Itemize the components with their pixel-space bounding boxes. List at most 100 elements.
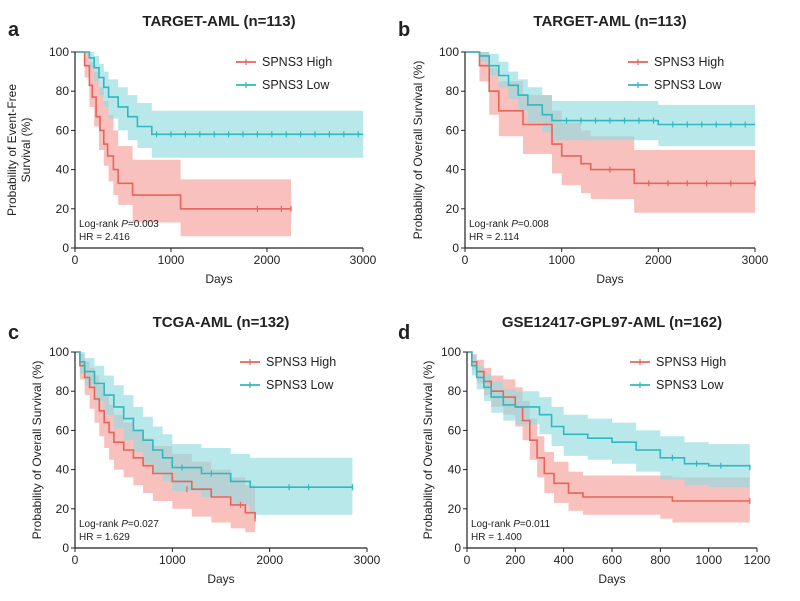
x-tick-label: 1000 — [548, 253, 575, 267]
panel-label: c — [8, 322, 19, 344]
survival-curve-low — [467, 351, 751, 468]
survival-curve-low — [75, 351, 353, 488]
chart-title: GSE12417-GPL97-AML (n=162) — [502, 314, 722, 331]
x-tick-label: 0 — [464, 553, 471, 567]
hazard-ratio: HR = 2.416 — [79, 232, 130, 243]
x-tick-label: 3000 — [354, 553, 381, 567]
x-tick-label: 2000 — [256, 553, 283, 567]
y-tick-label: 100 — [49, 345, 69, 359]
panel-label: d — [398, 322, 410, 344]
confidence-band-low — [75, 352, 353, 515]
y-tick-label: 60 — [56, 123, 70, 137]
y-axis-label: Probability of Overall Survival (%) — [411, 61, 425, 240]
legend-label: SPNS3 Low — [266, 378, 334, 392]
y-tick-label: 100 — [439, 45, 459, 59]
p-value: =0.011 — [520, 519, 551, 530]
y-tick-label: 60 — [448, 423, 462, 437]
x-tick-label: 0 — [72, 253, 79, 267]
x-tick-label: 1000 — [695, 553, 722, 567]
p-symbol: P — [121, 219, 128, 230]
y-tick-label: 40 — [56, 463, 70, 477]
y-tick-label: 20 — [56, 502, 70, 516]
x-tick-label: 200 — [505, 553, 525, 567]
survival-curve-high — [467, 351, 750, 502]
y-tick-label: 100 — [441, 345, 461, 359]
y-tick-label: 60 — [56, 423, 70, 437]
x-axis-label: Days — [207, 572, 234, 586]
legend-entry-high: SPNS3 High — [630, 355, 726, 369]
y-axis-label: Probability of Overall Survival (%) — [30, 361, 44, 540]
y-tick-label: 80 — [56, 384, 70, 398]
y-axis-label: Probability of Overall Survival (%) — [421, 361, 435, 540]
x-axis-label: Days — [598, 572, 625, 586]
y-tick-label: 20 — [56, 202, 70, 216]
y-tick-label: 40 — [448, 463, 462, 477]
x-tick-label: 600 — [602, 553, 622, 567]
x-tick-label: 1200 — [744, 553, 771, 567]
x-tick-label: 800 — [650, 553, 670, 567]
y-tick-label: 0 — [62, 241, 69, 255]
chart-panel-a: a TARGET-AML (n=113) 0 1000 2000 3000 0 20 40 60 8… — [5, 13, 377, 286]
p-symbol: P — [121, 519, 128, 530]
logrank-annotation: Log-rank P=0.027 — [79, 519, 159, 530]
chart-title: TCGA-AML (n=132) — [153, 314, 290, 331]
legend-label: SPNS3 Low — [656, 378, 724, 392]
hazard-ratio: HR = 1.400 — [471, 532, 522, 543]
chart-panel-c: c TCGA-AML (n=132) 0 1000 2000 3000 0 20 40 60 80 1… — [8, 314, 381, 586]
panel-label: b — [398, 19, 410, 41]
y-tick-label: 60 — [446, 123, 460, 137]
p-symbol: P — [511, 219, 518, 230]
p-value: =0.003 — [128, 219, 159, 230]
x-axis-label: Days — [596, 272, 623, 286]
hazard-ratio: HR = 1.629 — [79, 532, 130, 543]
y-axis-label: Probability of Event-Free — [5, 84, 19, 216]
survival-curve-low — [75, 51, 363, 136]
y-tick-label: 20 — [448, 502, 462, 516]
survival-curve-high — [465, 51, 755, 185]
legend-entry-high: SPNS3 High — [236, 55, 332, 69]
x-tick-label: 3000 — [350, 253, 377, 267]
logrank-prefix: Log-rank — [471, 519, 513, 530]
y-tick-label: 40 — [56, 163, 70, 177]
x-tick-label: 2000 — [645, 253, 672, 267]
y-tick-label: 80 — [56, 84, 70, 98]
y-tick-label: 20 — [446, 202, 460, 216]
x-tick-label: 0 — [462, 253, 469, 267]
confidence-band-high — [467, 352, 750, 523]
legend-entry-high: SPNS3 High — [240, 355, 336, 369]
x-axis-label: Days — [205, 272, 232, 286]
x-tick-label: 1000 — [158, 253, 185, 267]
y-tick-label: 80 — [446, 84, 460, 98]
x-tick-label: 2000 — [254, 253, 281, 267]
legend-label: SPNS3 Low — [262, 78, 330, 92]
survival-curve-high — [75, 51, 291, 210]
y-tick-label: 0 — [62, 541, 69, 555]
p-value: =0.008 — [518, 219, 549, 230]
confidence-band-high — [75, 52, 291, 237]
logrank-annotation: Log-rank P=0.008 — [469, 219, 549, 230]
p-symbol: P — [513, 519, 520, 530]
legend-entry-low: SPNS3 Low — [630, 378, 724, 392]
hazard-ratio: HR = 2.114 — [469, 232, 520, 243]
legend-label: SPNS3 Low — [654, 78, 722, 92]
logrank-annotation: Log-rank P=0.011 — [471, 519, 550, 530]
survival-curve-low — [465, 51, 755, 126]
legend-entry-low: SPNS3 Low — [628, 78, 722, 92]
confidence-band-low — [467, 352, 750, 490]
y-tick-label: 40 — [446, 163, 460, 177]
chart-panel-d: d GSE12417-GPL97-AML (n=162)0 200 400 600 800… — [398, 314, 771, 586]
confidence-band-low — [465, 52, 755, 147]
legend-label: SPNS3 High — [262, 55, 332, 69]
legend-label: SPNS3 High — [656, 355, 726, 369]
chart-title: TARGET-AML (n=113) — [142, 13, 295, 30]
y-tick-label: 80 — [448, 384, 462, 398]
logrank-prefix: Log-rank — [79, 519, 121, 530]
y-tick-label: 100 — [49, 45, 69, 59]
y-tick-label: 0 — [454, 541, 461, 555]
logrank-annotation: Log-rank P=0.003 — [79, 219, 159, 230]
p-value: =0.027 — [128, 519, 159, 530]
x-tick-label: 400 — [554, 553, 574, 567]
legend-entry-high: SPNS3 High — [628, 55, 724, 69]
chart-panel-b: b TARGET-AML (n=113) 0 1000 2000 3000 0 20 40 60 8… — [398, 13, 769, 286]
